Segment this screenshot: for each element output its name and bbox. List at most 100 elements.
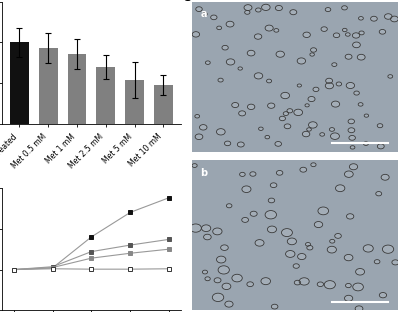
Circle shape xyxy=(200,125,206,130)
Circle shape xyxy=(335,234,341,238)
Circle shape xyxy=(345,296,352,301)
Circle shape xyxy=(218,79,223,82)
Circle shape xyxy=(282,93,289,98)
Circle shape xyxy=(314,88,318,91)
Circle shape xyxy=(193,32,199,37)
Circle shape xyxy=(226,302,232,307)
Circle shape xyxy=(277,51,284,57)
Text: C: C xyxy=(182,0,190,2)
Circle shape xyxy=(256,8,261,12)
Circle shape xyxy=(242,218,248,222)
Circle shape xyxy=(322,27,327,31)
Circle shape xyxy=(356,306,362,311)
Circle shape xyxy=(336,82,341,86)
Circle shape xyxy=(305,104,309,107)
Text: b: b xyxy=(200,168,208,178)
Circle shape xyxy=(276,142,281,146)
Circle shape xyxy=(388,75,392,78)
Bar xyxy=(39,48,58,124)
Circle shape xyxy=(222,46,228,50)
Circle shape xyxy=(347,214,353,219)
Circle shape xyxy=(267,80,271,83)
Circle shape xyxy=(353,42,360,47)
Circle shape xyxy=(256,240,263,246)
Circle shape xyxy=(326,8,330,11)
Circle shape xyxy=(277,171,282,175)
Circle shape xyxy=(288,239,296,244)
Circle shape xyxy=(238,142,244,147)
Circle shape xyxy=(364,245,372,251)
Circle shape xyxy=(217,257,225,262)
Circle shape xyxy=(238,67,242,70)
Bar xyxy=(68,54,86,124)
Circle shape xyxy=(376,192,381,196)
Circle shape xyxy=(328,247,336,252)
Circle shape xyxy=(350,146,354,149)
Circle shape xyxy=(300,168,306,172)
Circle shape xyxy=(354,91,359,95)
Circle shape xyxy=(266,26,273,31)
Circle shape xyxy=(300,278,308,285)
Circle shape xyxy=(392,260,398,265)
Circle shape xyxy=(310,53,314,56)
Circle shape xyxy=(248,51,254,56)
Circle shape xyxy=(242,186,250,192)
Circle shape xyxy=(295,280,300,285)
Circle shape xyxy=(262,5,270,10)
Circle shape xyxy=(354,284,362,290)
Circle shape xyxy=(346,284,351,287)
Circle shape xyxy=(287,109,292,113)
Circle shape xyxy=(307,128,311,131)
Circle shape xyxy=(334,33,339,37)
Circle shape xyxy=(326,83,333,88)
Circle shape xyxy=(332,101,339,107)
Circle shape xyxy=(191,225,200,232)
Circle shape xyxy=(358,55,364,60)
Circle shape xyxy=(308,97,314,101)
Circle shape xyxy=(285,124,290,128)
Circle shape xyxy=(311,163,316,166)
Circle shape xyxy=(342,6,347,10)
Circle shape xyxy=(378,144,384,149)
Circle shape xyxy=(298,254,305,259)
Circle shape xyxy=(311,48,316,52)
Circle shape xyxy=(286,251,294,257)
Circle shape xyxy=(268,227,276,232)
Circle shape xyxy=(274,29,278,32)
Circle shape xyxy=(213,294,223,301)
Circle shape xyxy=(196,7,202,11)
Circle shape xyxy=(383,246,393,253)
Circle shape xyxy=(303,132,309,136)
Circle shape xyxy=(282,229,292,236)
Circle shape xyxy=(271,183,276,187)
Circle shape xyxy=(245,11,250,14)
Circle shape xyxy=(251,212,257,216)
Circle shape xyxy=(359,31,364,35)
Circle shape xyxy=(330,240,334,243)
Circle shape xyxy=(227,204,232,207)
Circle shape xyxy=(306,243,310,246)
Circle shape xyxy=(221,245,228,250)
Circle shape xyxy=(211,15,216,19)
Circle shape xyxy=(298,84,301,87)
Circle shape xyxy=(358,103,363,106)
Circle shape xyxy=(233,275,242,281)
Circle shape xyxy=(227,22,233,27)
Circle shape xyxy=(219,266,228,273)
Circle shape xyxy=(347,83,354,88)
Circle shape xyxy=(348,128,354,132)
Circle shape xyxy=(336,185,344,191)
Circle shape xyxy=(385,14,392,19)
Circle shape xyxy=(346,33,350,36)
Circle shape xyxy=(320,133,324,136)
Circle shape xyxy=(276,6,282,10)
Circle shape xyxy=(318,282,323,286)
Circle shape xyxy=(240,173,245,176)
Circle shape xyxy=(232,103,238,107)
Circle shape xyxy=(195,115,199,118)
Circle shape xyxy=(268,104,274,108)
Circle shape xyxy=(294,110,302,115)
Circle shape xyxy=(304,32,310,37)
Circle shape xyxy=(290,10,296,14)
Circle shape xyxy=(325,281,334,288)
